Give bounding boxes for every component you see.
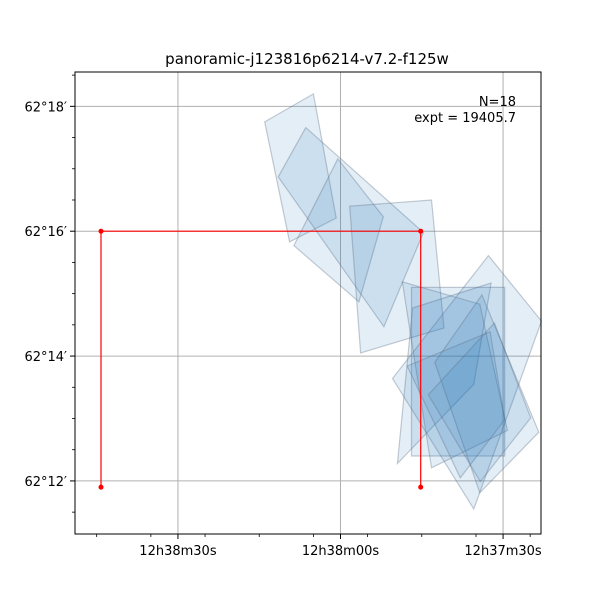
exposure-footprint [401, 280, 509, 469]
red-vertex [98, 484, 104, 490]
x-tick-label: 12h38m00s [302, 544, 380, 559]
exposure-footprint [427, 321, 532, 483]
y-tick-label: 62°12′ [24, 475, 67, 490]
plot-area [75, 72, 541, 534]
x-tick-label: 12h38m30s [139, 544, 217, 559]
exposure-footprint [264, 92, 337, 243]
chart-title: panoramic-j123816p6214-v7.2-f125w [165, 50, 449, 68]
red-outline-layer [98, 228, 424, 490]
exposure-footprint [406, 330, 506, 479]
exposure-annotation: expt = 19405.7 [414, 111, 516, 126]
red-outline [100, 230, 422, 488]
y-tick-label: 62°18′ [24, 100, 67, 115]
plot-frame [74, 71, 542, 535]
red-vertex [418, 228, 424, 234]
exposure-footprint [410, 286, 506, 457]
count-annotation: N=18 [479, 95, 516, 110]
exposure-footprint [277, 126, 425, 328]
exposure-footprint [391, 254, 543, 511]
red-vertex [98, 228, 104, 234]
y-tick-label: 62°14′ [24, 350, 67, 365]
axis-ticks: 12h38m30s 12h38m00s 12h37m30s 62°18′ 62°16′ 6… [24, 74, 542, 559]
exposure-footprint [434, 293, 540, 494]
x-tick-label: 12h37m30s [464, 544, 542, 559]
exposure-footprint [293, 157, 384, 303]
red-vertex [418, 484, 424, 490]
y-tick-label: 62°16′ [24, 225, 67, 240]
